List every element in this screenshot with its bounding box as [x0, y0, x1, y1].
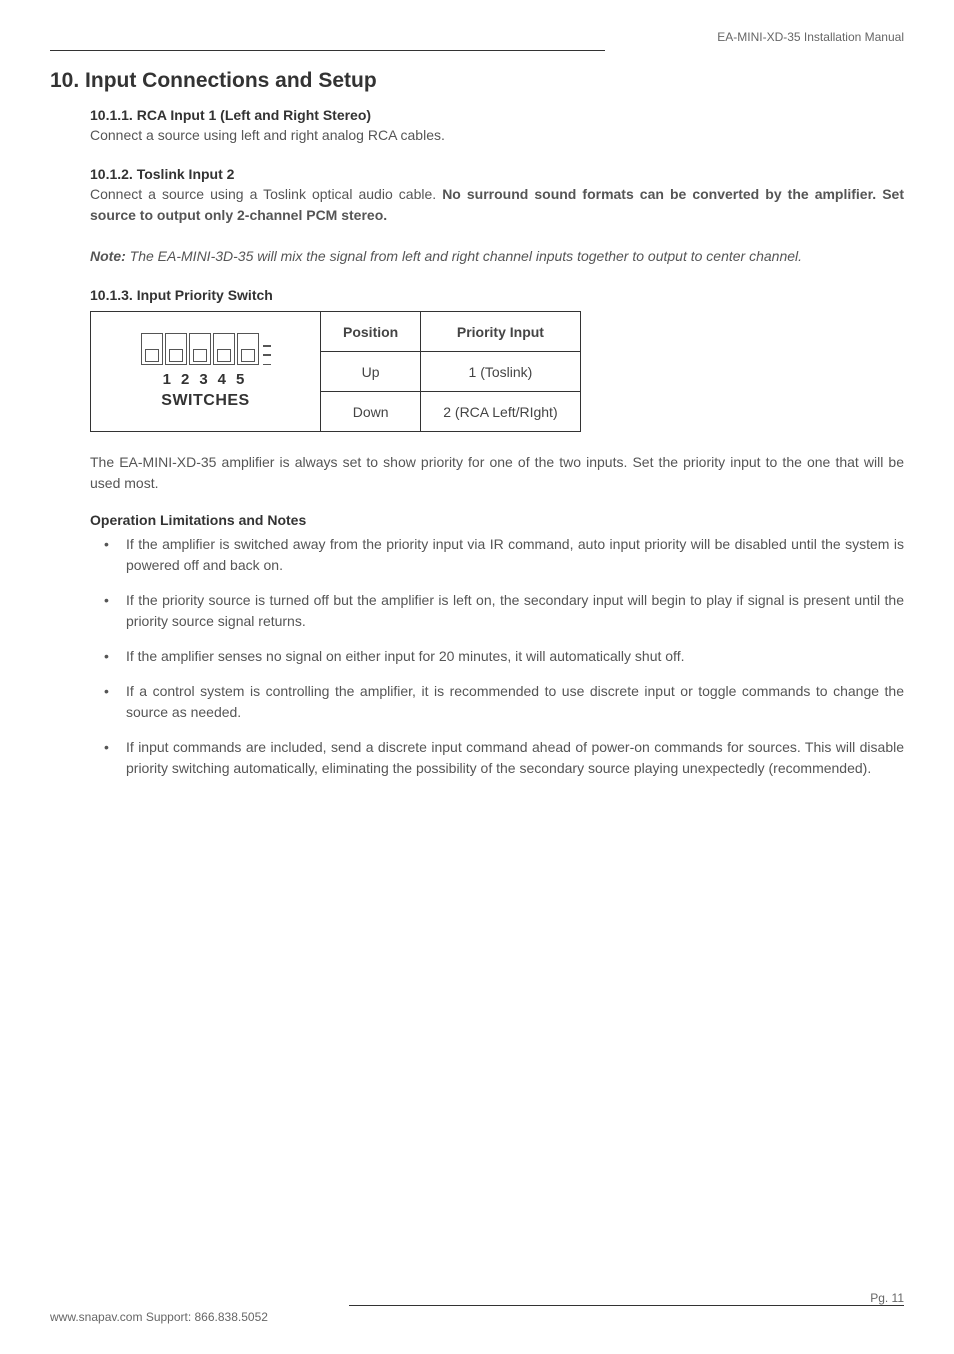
dip-side: [263, 345, 271, 365]
pos-up: Up: [321, 352, 421, 392]
section-note: Note: The EA-MINI-3D-35 will mix the sig…: [90, 246, 904, 267]
pri-rca: 2 (RCA Left/RIght): [421, 392, 580, 432]
list-item: If input commands are included, send a d…: [90, 737, 904, 779]
dip-5: [237, 333, 259, 365]
switch-numbers: 12345: [157, 371, 255, 388]
dip-4: [213, 333, 235, 365]
footer-support: www.snapav.com Support: 866.838.5052: [50, 1310, 268, 1324]
dip-switch-icon: 12345 SWITCHES: [113, 333, 298, 410]
col-position-header: Position: [321, 312, 421, 352]
list-item: If the amplifier is switched away from t…: [90, 534, 904, 576]
section-toslink-input: 10.1.2. Toslink Input 2 Connect a source…: [90, 166, 904, 226]
top-divider: [50, 50, 605, 51]
switch-label: SWITCHES: [161, 392, 249, 410]
dip-1: [141, 333, 163, 365]
section-rca-input: 10.1.1. RCA Input 1 (Left and Right Ster…: [90, 107, 904, 146]
limitations-list: If the amplifier is switched away from t…: [90, 534, 904, 779]
col-priority-header: Priority Input: [421, 312, 580, 352]
priority-table: 12345 SWITCHES Position Priority Input U…: [90, 311, 581, 432]
list-item: If a control system is controlling the a…: [90, 681, 904, 723]
after-table-text: The EA-MINI-XD-35 amplifier is always se…: [90, 452, 904, 494]
dip-3: [189, 333, 211, 365]
page-footer: Pg. 11 www.snapav.com Support: 866.838.5…: [50, 1311, 904, 1324]
dip-2: [165, 333, 187, 365]
rca-heading: 10.1.1. RCA Input 1 (Left and Right Ster…: [90, 107, 904, 123]
page-title: 10. Input Connections and Setup: [50, 69, 904, 93]
header-doc-title: EA-MINI-XD-35 Installation Manual: [50, 30, 904, 44]
list-item: If the amplifier senses no signal on eit…: [90, 646, 904, 667]
pos-down: Down: [321, 392, 421, 432]
note-label: Note:: [90, 248, 126, 264]
section-input-priority: 10.1.3. Input Priority Switch: [90, 287, 904, 779]
dip-switch-row: [141, 333, 271, 365]
toslink-text: Connect a source using a Toslink optical…: [90, 184, 904, 226]
priority-table-container: 12345 SWITCHES Position Priority Input U…: [90, 311, 904, 432]
note-text-block: Note: The EA-MINI-3D-35 will mix the sig…: [90, 246, 904, 267]
toslink-heading: 10.1.2. Toslink Input 2: [90, 166, 904, 182]
bottom-divider: [349, 1305, 904, 1306]
rca-text: Connect a source using left and right an…: [90, 125, 904, 146]
list-item: If the priority source is turned off but…: [90, 590, 904, 632]
toslink-text-pre: Connect a source using a Toslink optical…: [90, 186, 442, 202]
priority-heading: 10.1.3. Input Priority Switch: [90, 287, 904, 303]
pri-toslink: 1 (Toslink): [421, 352, 580, 392]
note-body: The EA-MINI-3D-35 will mix the signal fr…: [126, 248, 802, 264]
switch-diagram-cell: 12345 SWITCHES: [91, 312, 321, 432]
limitations-heading: Operation Limitations and Notes: [90, 512, 904, 528]
page-number: Pg. 11: [50, 1291, 904, 1305]
